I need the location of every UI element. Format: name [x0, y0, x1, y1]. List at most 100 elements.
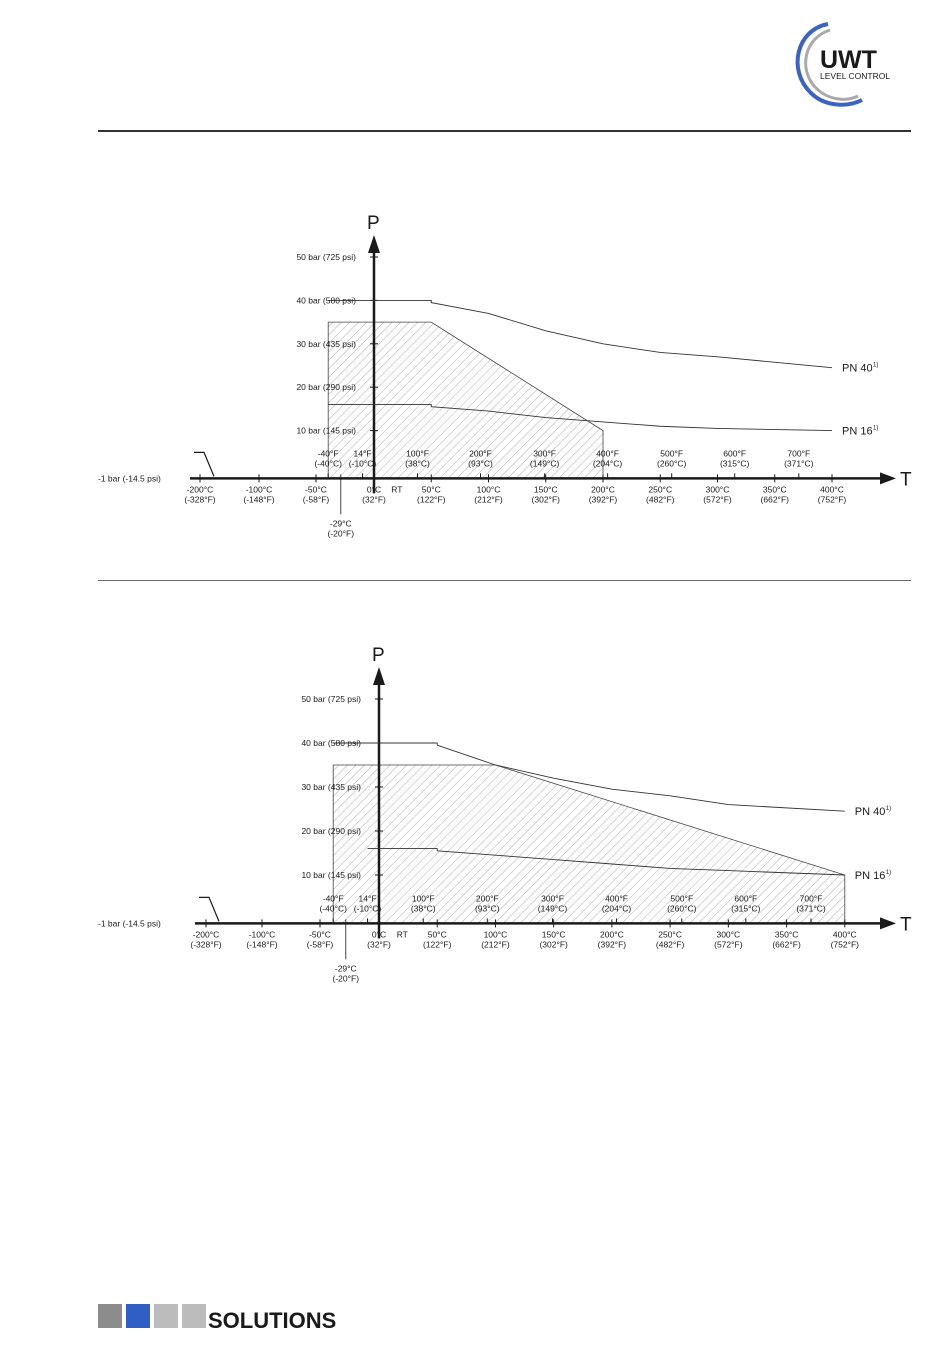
- series-line-pn-40: [328, 299, 833, 369]
- y-axis-label: P: [367, 213, 380, 234]
- x-tick-label: 300°C: [716, 929, 740, 939]
- baseline-label: -1 bar (-14.5 psi): [98, 473, 161, 483]
- x-tick-label-sub: (-10°C): [349, 458, 377, 468]
- x-tick-label: -200°C: [187, 484, 214, 494]
- x-tick-label-sub: (302°F): [539, 939, 568, 949]
- x-tick-label: 250°C: [658, 929, 682, 939]
- x-tick-label-sub: (212°F): [481, 939, 510, 949]
- footer-square: [98, 1304, 122, 1328]
- header-rule: [98, 130, 911, 132]
- x-tick-label: 500°F: [660, 448, 683, 458]
- x-tick-label: -100°C: [249, 929, 276, 939]
- x-tick-label-sub: (212°F): [474, 494, 503, 504]
- baseline-label: -1 bar (-14.5 psi): [98, 918, 161, 928]
- y-tick-label: 10 bar (145 psi): [296, 426, 356, 436]
- x-tick-label-sub: (122°F): [417, 494, 446, 504]
- x-tick-label: 250°C: [648, 484, 672, 494]
- x-tick-label-sub: (-58°F): [307, 939, 334, 949]
- x-tick-label-sub: (-40°C): [314, 458, 342, 468]
- x-tick-label: 300°F: [541, 893, 564, 903]
- x-tick-label: 14°F: [359, 893, 377, 903]
- x-tick-label: 600°F: [723, 448, 746, 458]
- x-tick-label: -29°C: [335, 963, 357, 973]
- x-tick-label: 150°C: [534, 484, 558, 494]
- x-axis-arrow: [880, 472, 896, 485]
- x-tick-label-sub: (32°F): [362, 494, 386, 504]
- logo-text: UWT: [820, 46, 877, 74]
- x-tick-label: 50°C: [428, 929, 447, 939]
- x-tick-label-sub: (572°F): [714, 939, 743, 949]
- x-tick-label-sub: (-20°F): [328, 528, 355, 538]
- x-tick-label-sub: (662°F): [761, 494, 790, 504]
- logo-swoosh-blue: [795, 22, 863, 107]
- x-axis-label: T: [900, 914, 912, 935]
- x-tick-label-sub: (-148°F): [243, 494, 274, 504]
- x-tick-label-sub: (302°F): [532, 494, 561, 504]
- x-tick-label-sub: (-148°F): [246, 939, 277, 949]
- x-tick-label: 150°C: [542, 929, 566, 939]
- x-tick-label: 200°F: [469, 448, 492, 458]
- x-tick-label: -50°C: [309, 929, 331, 939]
- x-tick-label-sub: (572°F): [703, 494, 732, 504]
- series-label: PN 16: [842, 426, 873, 438]
- x-tick-label-sub: (392°F): [598, 939, 627, 949]
- section-divider: [98, 580, 911, 581]
- x-tick-label-sub: (-40°C): [319, 903, 347, 913]
- x-tick-label: 400°C: [820, 484, 844, 494]
- y-axis-arrow: [373, 667, 385, 685]
- y-tick-label: 30 bar (435 psi): [296, 339, 356, 349]
- x-tick-label: 100°F: [412, 893, 435, 903]
- series-label-footnote: 1): [873, 363, 878, 369]
- x-tick-label-sub: (-328°F): [190, 939, 221, 949]
- logo-swoosh-grey: [804, 28, 859, 101]
- x-tick-label-sub: (482°F): [646, 494, 675, 504]
- x-tick-label-sub: (122°F): [423, 939, 452, 949]
- x-tick-label-sub: (-328°F): [184, 494, 215, 504]
- uwt-logo: UWT LEVEL CONTROL: [795, 22, 890, 107]
- pressure-temperature-chart-1: T P -1 bar (-14.5 psi) 50 bar (725 psi) 40 b…: [98, 213, 912, 538]
- x-tick-label: 100°C: [477, 484, 501, 494]
- footer-square: [126, 1304, 150, 1328]
- x-tick-label-rt: RT: [391, 484, 402, 494]
- series-line-pn-16: [367, 848, 845, 876]
- x-axis-label: T: [900, 469, 912, 490]
- x-axis-arrow: [880, 917, 896, 930]
- series-label-footnote: 1): [886, 870, 891, 876]
- x-tick-label: 400°F: [605, 893, 628, 903]
- x-tick-label: -200°C: [193, 929, 220, 939]
- y-tick-label: 40 bar (580 psi): [296, 295, 356, 305]
- x-tick-label-sub: (93°C): [468, 458, 493, 468]
- x-tick-label-sub: (371°C): [784, 458, 814, 468]
- x-tick-label-sub: (260°C): [657, 458, 687, 468]
- series-label-footnote: 1): [873, 426, 878, 432]
- x-tick-label-sub: (38°C): [411, 903, 436, 913]
- x-tick-label: 50°C: [422, 484, 441, 494]
- series-label: PN 40: [842, 363, 873, 375]
- x-tick-label-sub: (93°C): [475, 903, 500, 913]
- pressure-temperature-chart-2: T P -1 bar (-14.5 psi) 50 bar (725 psi) 40 b…: [98, 645, 912, 983]
- operating-range-area: [332, 764, 846, 924]
- footer-square: [182, 1304, 206, 1328]
- x-tick-label: 100°C: [484, 929, 508, 939]
- x-tick-label-sub: (482°F): [656, 939, 685, 949]
- x-tick-label-sub: (204°C): [593, 458, 623, 468]
- x-tick-label-sub: (260°C): [667, 903, 697, 913]
- x-tick-label-sub: (392°F): [589, 494, 618, 504]
- x-tick-label-sub: (315°C): [720, 458, 750, 468]
- x-tick-label: 350°C: [763, 484, 787, 494]
- x-tick-label-sub: (315°C): [731, 903, 761, 913]
- x-tick-label: 0°C: [367, 484, 381, 494]
- x-tick-label-sub: (371°C): [796, 903, 826, 913]
- x-tick-label-sub: (-58°F): [303, 494, 330, 504]
- x-tick-label: 600°F: [734, 893, 757, 903]
- x-tick-label: 700°F: [787, 448, 810, 458]
- x-tick-label: -50°C: [305, 484, 327, 494]
- x-tick-label: -40°F: [318, 448, 339, 458]
- x-tick-label: 350°C: [775, 929, 799, 939]
- vacuum-marker: [199, 896, 220, 922]
- x-tick-label-sub: (752°F): [831, 939, 860, 949]
- x-tick-label: 300°C: [706, 484, 730, 494]
- x-tick-label: -40°F: [323, 893, 344, 903]
- y-tick-label: 50 bar (725 psi): [296, 252, 356, 262]
- footer-text: SOLUTIONS: [208, 1308, 336, 1333]
